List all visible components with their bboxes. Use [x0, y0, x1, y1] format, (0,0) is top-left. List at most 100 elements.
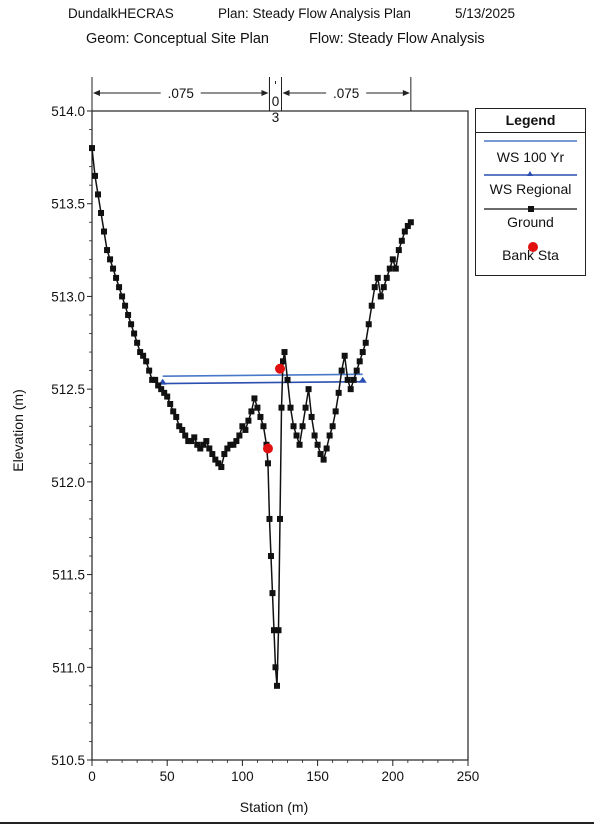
ground-point: [158, 386, 165, 393]
ground-point: [392, 265, 399, 272]
ground-point: [404, 222, 411, 229]
y-tick-label: 511.5: [52, 568, 85, 583]
x-tick-label: 250: [457, 769, 480, 784]
ground-point: [398, 237, 405, 244]
ground-point: [371, 284, 378, 291]
ground-point: [179, 426, 186, 433]
project-name: DundalkHECRAS: [68, 6, 174, 21]
ground-point: [203, 438, 210, 445]
ground-point: [332, 408, 339, 415]
y-tick-label: 513.0: [51, 289, 85, 304]
ws-triangle-marker: [358, 376, 367, 383]
ground-point: [215, 460, 222, 467]
ground-point: [209, 451, 216, 458]
ground-point: [98, 209, 105, 216]
y-tick-label: 512.0: [51, 475, 85, 490]
ground-point: [323, 445, 330, 452]
ground-point: [353, 367, 360, 374]
ground-point: [280, 358, 287, 365]
ground-point: [119, 293, 126, 300]
ground-point: [299, 423, 306, 430]
ground-point: [386, 265, 393, 272]
legend-entry-wsregional: WS Regional: [489, 181, 572, 197]
ws-100yr-line: [162, 373, 363, 377]
ground-point: [275, 627, 282, 634]
ground-point: [344, 376, 351, 383]
bottom-rule: [0, 822, 594, 824]
ground-point: [167, 400, 174, 407]
x-axis-label: Station (m): [240, 799, 308, 815]
ground-point: [254, 404, 261, 411]
x-tick-label: 0: [88, 769, 96, 784]
ground-point: [269, 590, 276, 597]
ground-point: [95, 191, 102, 198]
y-tick-label: 513.5: [51, 197, 85, 212]
ground-point: [89, 145, 95, 152]
ground-point: [401, 228, 408, 235]
ground-point: [311, 432, 318, 439]
ground-point: [143, 358, 150, 365]
ground-point: [101, 228, 108, 235]
ground-point: [335, 389, 342, 396]
ground-point: [260, 423, 267, 430]
ground-point: [248, 408, 255, 415]
legend-triangle-marker: [527, 171, 533, 176]
ground-point: [257, 413, 264, 420]
ground-point: [287, 404, 294, 411]
ground-point: [164, 393, 171, 400]
ground-point: [320, 456, 327, 463]
ground-point: [251, 395, 258, 402]
ground-point: [270, 627, 277, 634]
ground-point: [230, 441, 237, 448]
legend-entry-ground: Ground: [507, 214, 554, 230]
ground-point: [239, 423, 246, 430]
ground-point: [380, 284, 387, 291]
ground-point: [110, 265, 117, 272]
ground-point: [374, 274, 381, 281]
ground-point: [218, 464, 225, 471]
ground-point: [221, 451, 228, 458]
ground-point: [104, 247, 111, 254]
ground-point: [173, 413, 180, 420]
ground-point: [140, 352, 147, 359]
ground-point: [170, 408, 177, 415]
ground-point: [290, 423, 297, 430]
x-tick-label: 100: [231, 769, 254, 784]
ws-regional-line: [162, 380, 363, 385]
mannings-arrowhead: [402, 90, 410, 96]
ground-point: [182, 432, 189, 439]
ground-point: [365, 321, 372, 328]
ground-line: [91, 148, 412, 686]
ground-point: [293, 432, 300, 439]
ground-point: [134, 339, 141, 346]
ground-point: [383, 274, 390, 281]
ground-point: [272, 664, 279, 671]
ground-point: [155, 382, 162, 389]
ground-point: [407, 219, 414, 226]
ground-point: [194, 441, 201, 448]
ground-point: [284, 376, 291, 383]
y-tick-label: 510.5: [51, 753, 85, 768]
ground-point: [128, 321, 135, 328]
ground-point: [350, 376, 357, 383]
ground-point: [264, 460, 271, 467]
legend-swatches: [484, 140, 577, 252]
ground-point: [227, 441, 234, 448]
legend-entry-ws100: WS 100 Yr: [496, 149, 565, 165]
ground-point: [233, 438, 240, 445]
ground-point: [224, 445, 231, 452]
plot-frame: [91, 110, 469, 761]
bank-station-point: [262, 443, 273, 454]
ground-point: [341, 352, 348, 359]
ground-point: [149, 376, 156, 383]
ground-point: [314, 441, 321, 448]
ground-point: [302, 404, 309, 411]
ground-point: [359, 349, 366, 356]
ground-point: [107, 256, 114, 263]
ground-point: [137, 349, 144, 356]
x-tick-label: 150: [306, 769, 329, 784]
ground-point: [305, 386, 312, 393]
ground-point: [146, 367, 153, 374]
ground-point: [395, 247, 402, 254]
ground-point: [188, 438, 195, 445]
